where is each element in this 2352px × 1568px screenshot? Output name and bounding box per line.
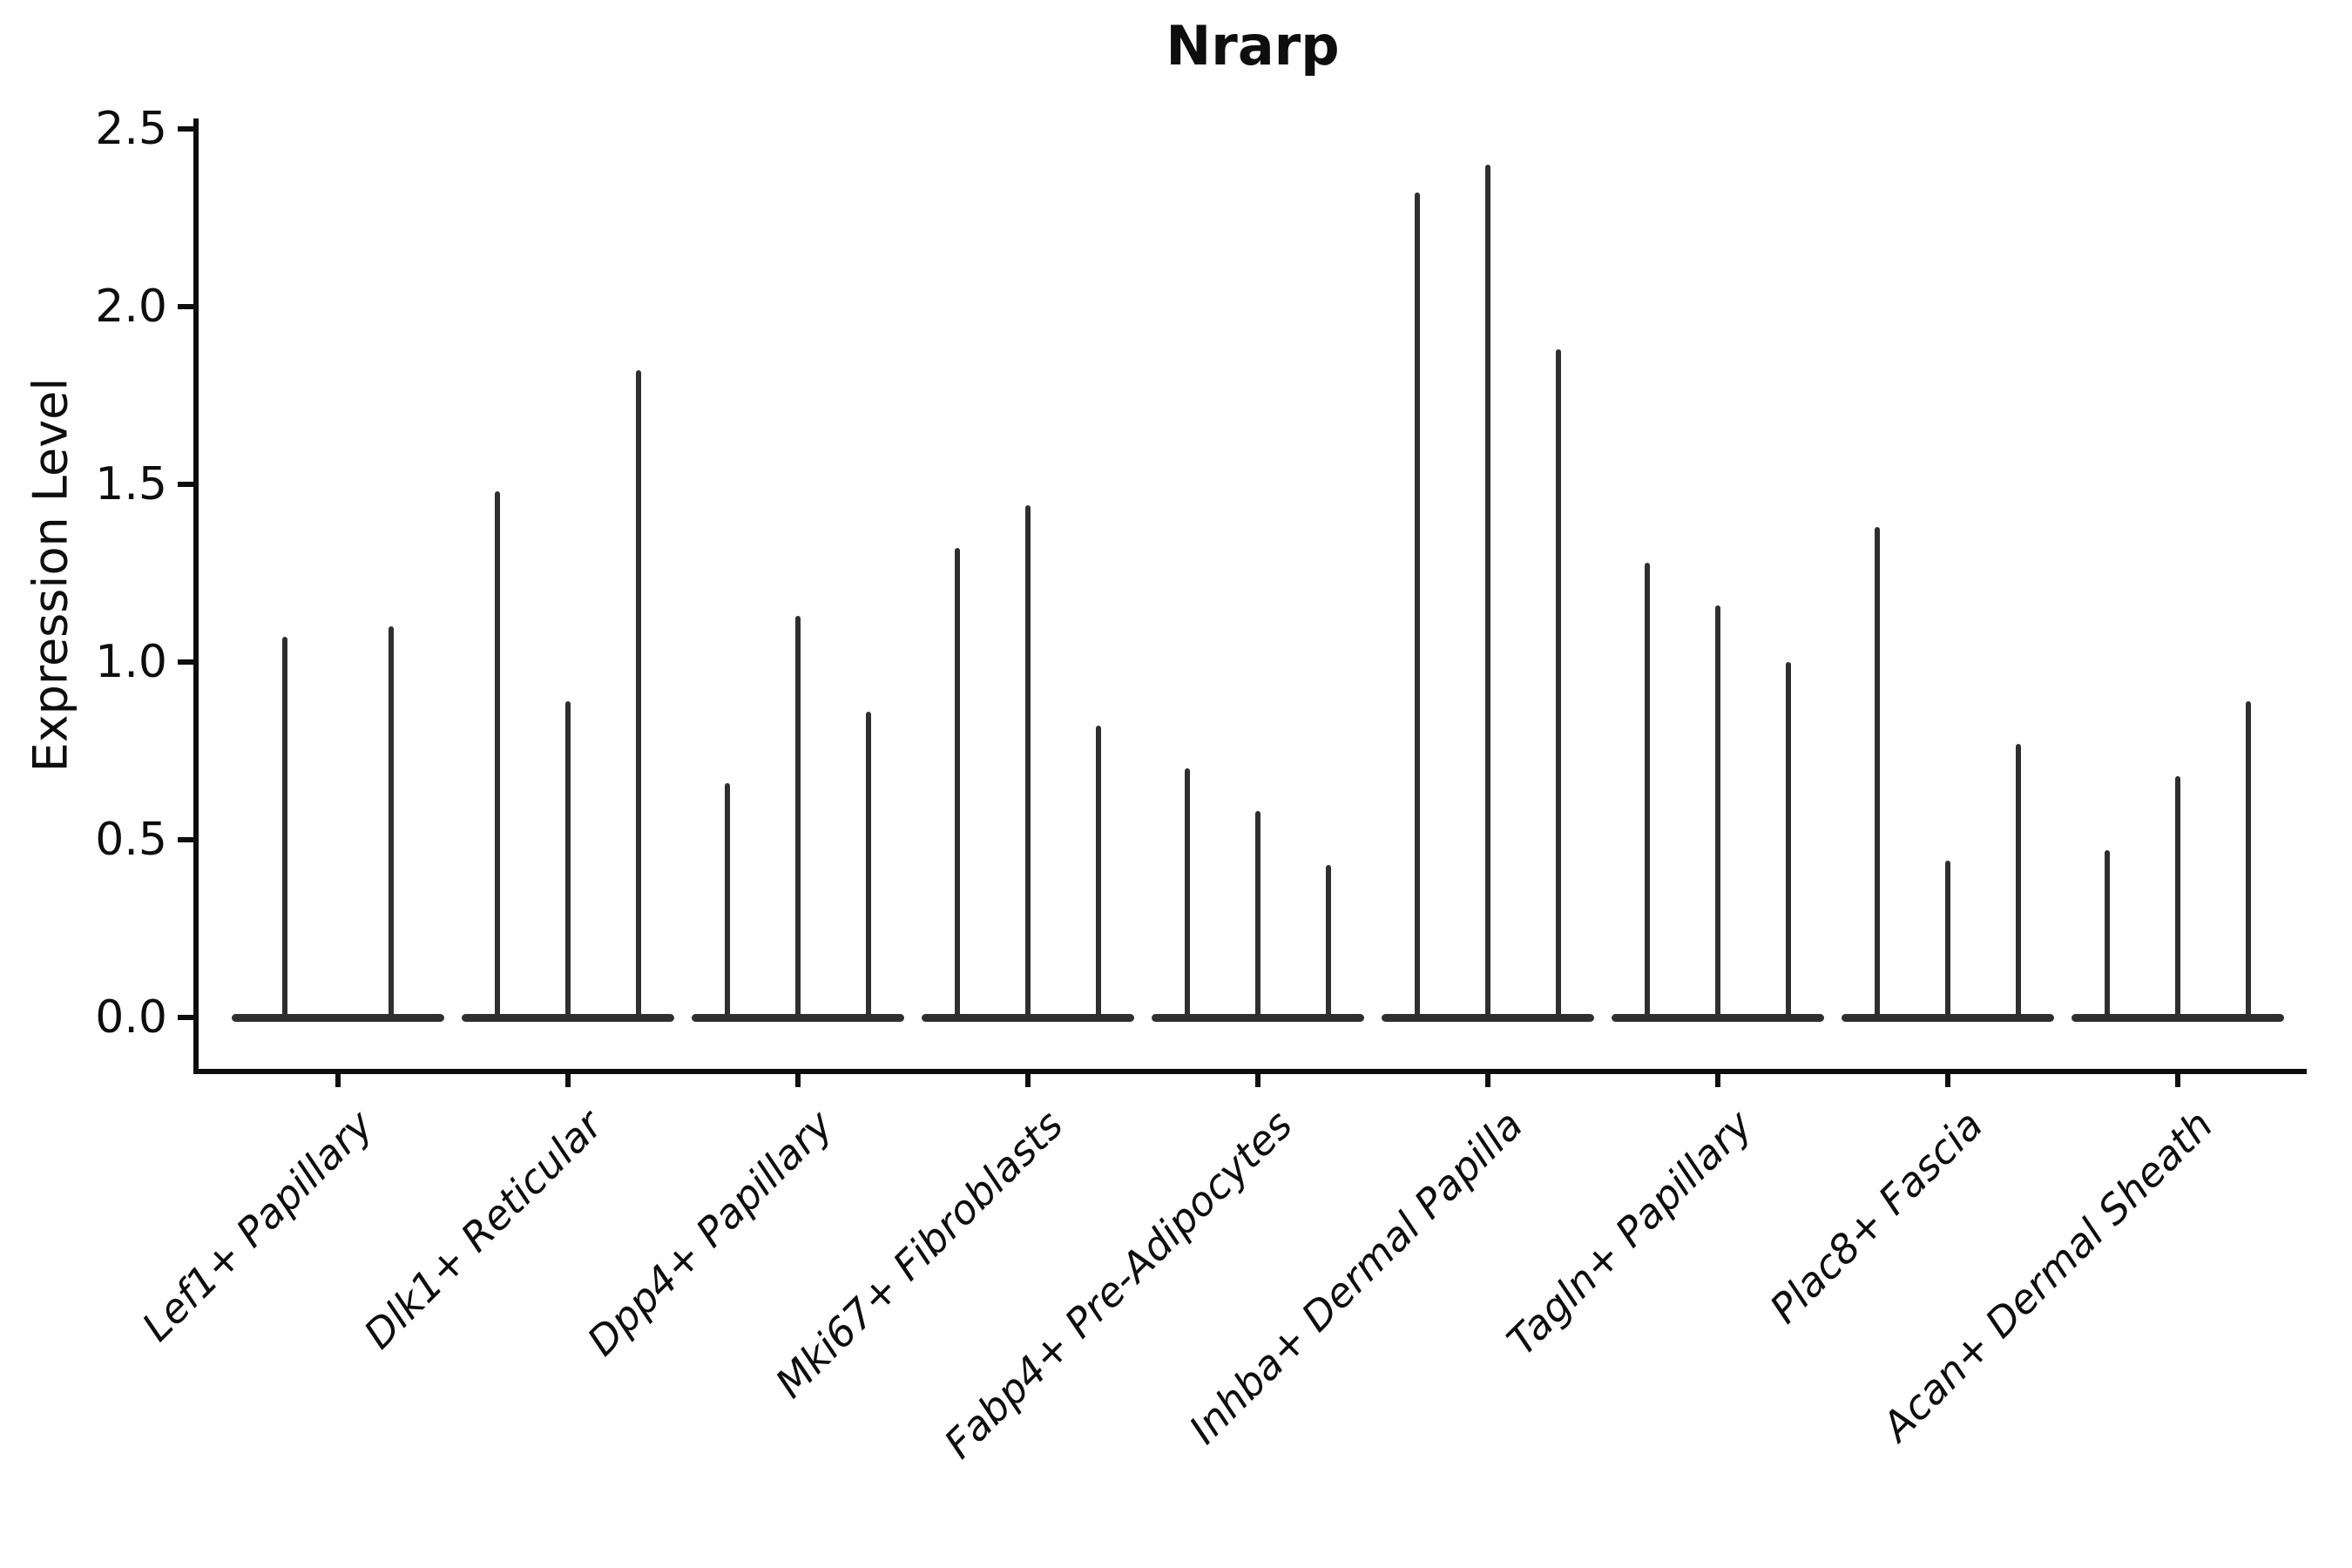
y-axis-spine — [193, 118, 199, 1074]
y-tick-label: 0.5 — [95, 814, 167, 866]
violin — [866, 712, 871, 1017]
y-tick-mark — [178, 126, 193, 132]
x-tick-mark — [1255, 1071, 1260, 1087]
x-tick-mark — [335, 1071, 341, 1087]
violin — [282, 637, 287, 1017]
violin-base — [922, 1013, 1134, 1022]
violin — [2016, 744, 2021, 1017]
x-tick-mark — [1715, 1071, 1720, 1087]
violin-base — [1382, 1013, 1594, 1022]
y-tick-mark — [178, 659, 193, 665]
violin-base — [1152, 1013, 1364, 1022]
violin — [1556, 349, 1561, 1017]
y-tick-label: 2.5 — [95, 103, 167, 155]
y-tick-label: 1.5 — [95, 458, 167, 510]
violin-base — [1612, 1013, 1824, 1022]
violin — [955, 548, 960, 1017]
y-tick-mark — [178, 1015, 193, 1020]
x-tick-mark — [1025, 1071, 1031, 1087]
y-tick-mark — [178, 482, 193, 487]
x-tick-label: Lef1+ Papillary — [132, 1101, 382, 1350]
violin — [1945, 861, 1950, 1017]
x-tick-label: Tagln+ Papillary — [1497, 1101, 1762, 1365]
violin — [1096, 726, 1101, 1017]
violin-base — [2072, 1013, 2284, 1022]
x-tick-mark — [565, 1071, 571, 1087]
violin — [1715, 605, 1720, 1017]
x-tick-label: Dlk1+ Reticular — [355, 1101, 612, 1358]
y-tick-label: 1.0 — [95, 636, 167, 688]
violin — [1645, 563, 1650, 1017]
y-tick-label: 2.0 — [95, 280, 167, 333]
violin — [1875, 527, 1880, 1017]
violin-base — [1842, 1013, 2054, 1022]
x-tick-mark — [1485, 1071, 1490, 1087]
violin — [636, 370, 641, 1017]
y-tick-mark — [178, 837, 193, 842]
violin-base — [692, 1013, 904, 1022]
violin — [1786, 662, 1791, 1017]
violin — [1326, 865, 1331, 1017]
chart-title: Nrarp — [1166, 14, 1340, 78]
violin — [565, 701, 571, 1017]
violin — [1485, 165, 1490, 1017]
violin — [1025, 505, 1031, 1017]
x-tick-mark — [795, 1071, 801, 1087]
violin-base — [462, 1013, 674, 1022]
violin — [2175, 776, 2180, 1017]
violin — [2105, 850, 2110, 1017]
x-tick-label: Dpp4+ Papillary — [578, 1101, 842, 1365]
violin — [725, 783, 730, 1017]
violin — [495, 491, 500, 1017]
violin — [1255, 811, 1260, 1017]
violin — [1185, 768, 1190, 1017]
violin-base — [232, 1013, 444, 1022]
x-tick-mark — [1945, 1071, 1950, 1087]
x-tick-mark — [2175, 1071, 2180, 1087]
x-axis-spine — [193, 1069, 2307, 1074]
violin — [389, 626, 394, 1017]
y-tick-mark — [178, 304, 193, 309]
x-tick-label: Plac8+ Fascia — [1760, 1101, 1992, 1333]
violin — [2246, 701, 2251, 1017]
violin — [1415, 193, 1420, 1017]
y-tick-label: 0.0 — [95, 991, 167, 1044]
violin — [795, 616, 801, 1017]
